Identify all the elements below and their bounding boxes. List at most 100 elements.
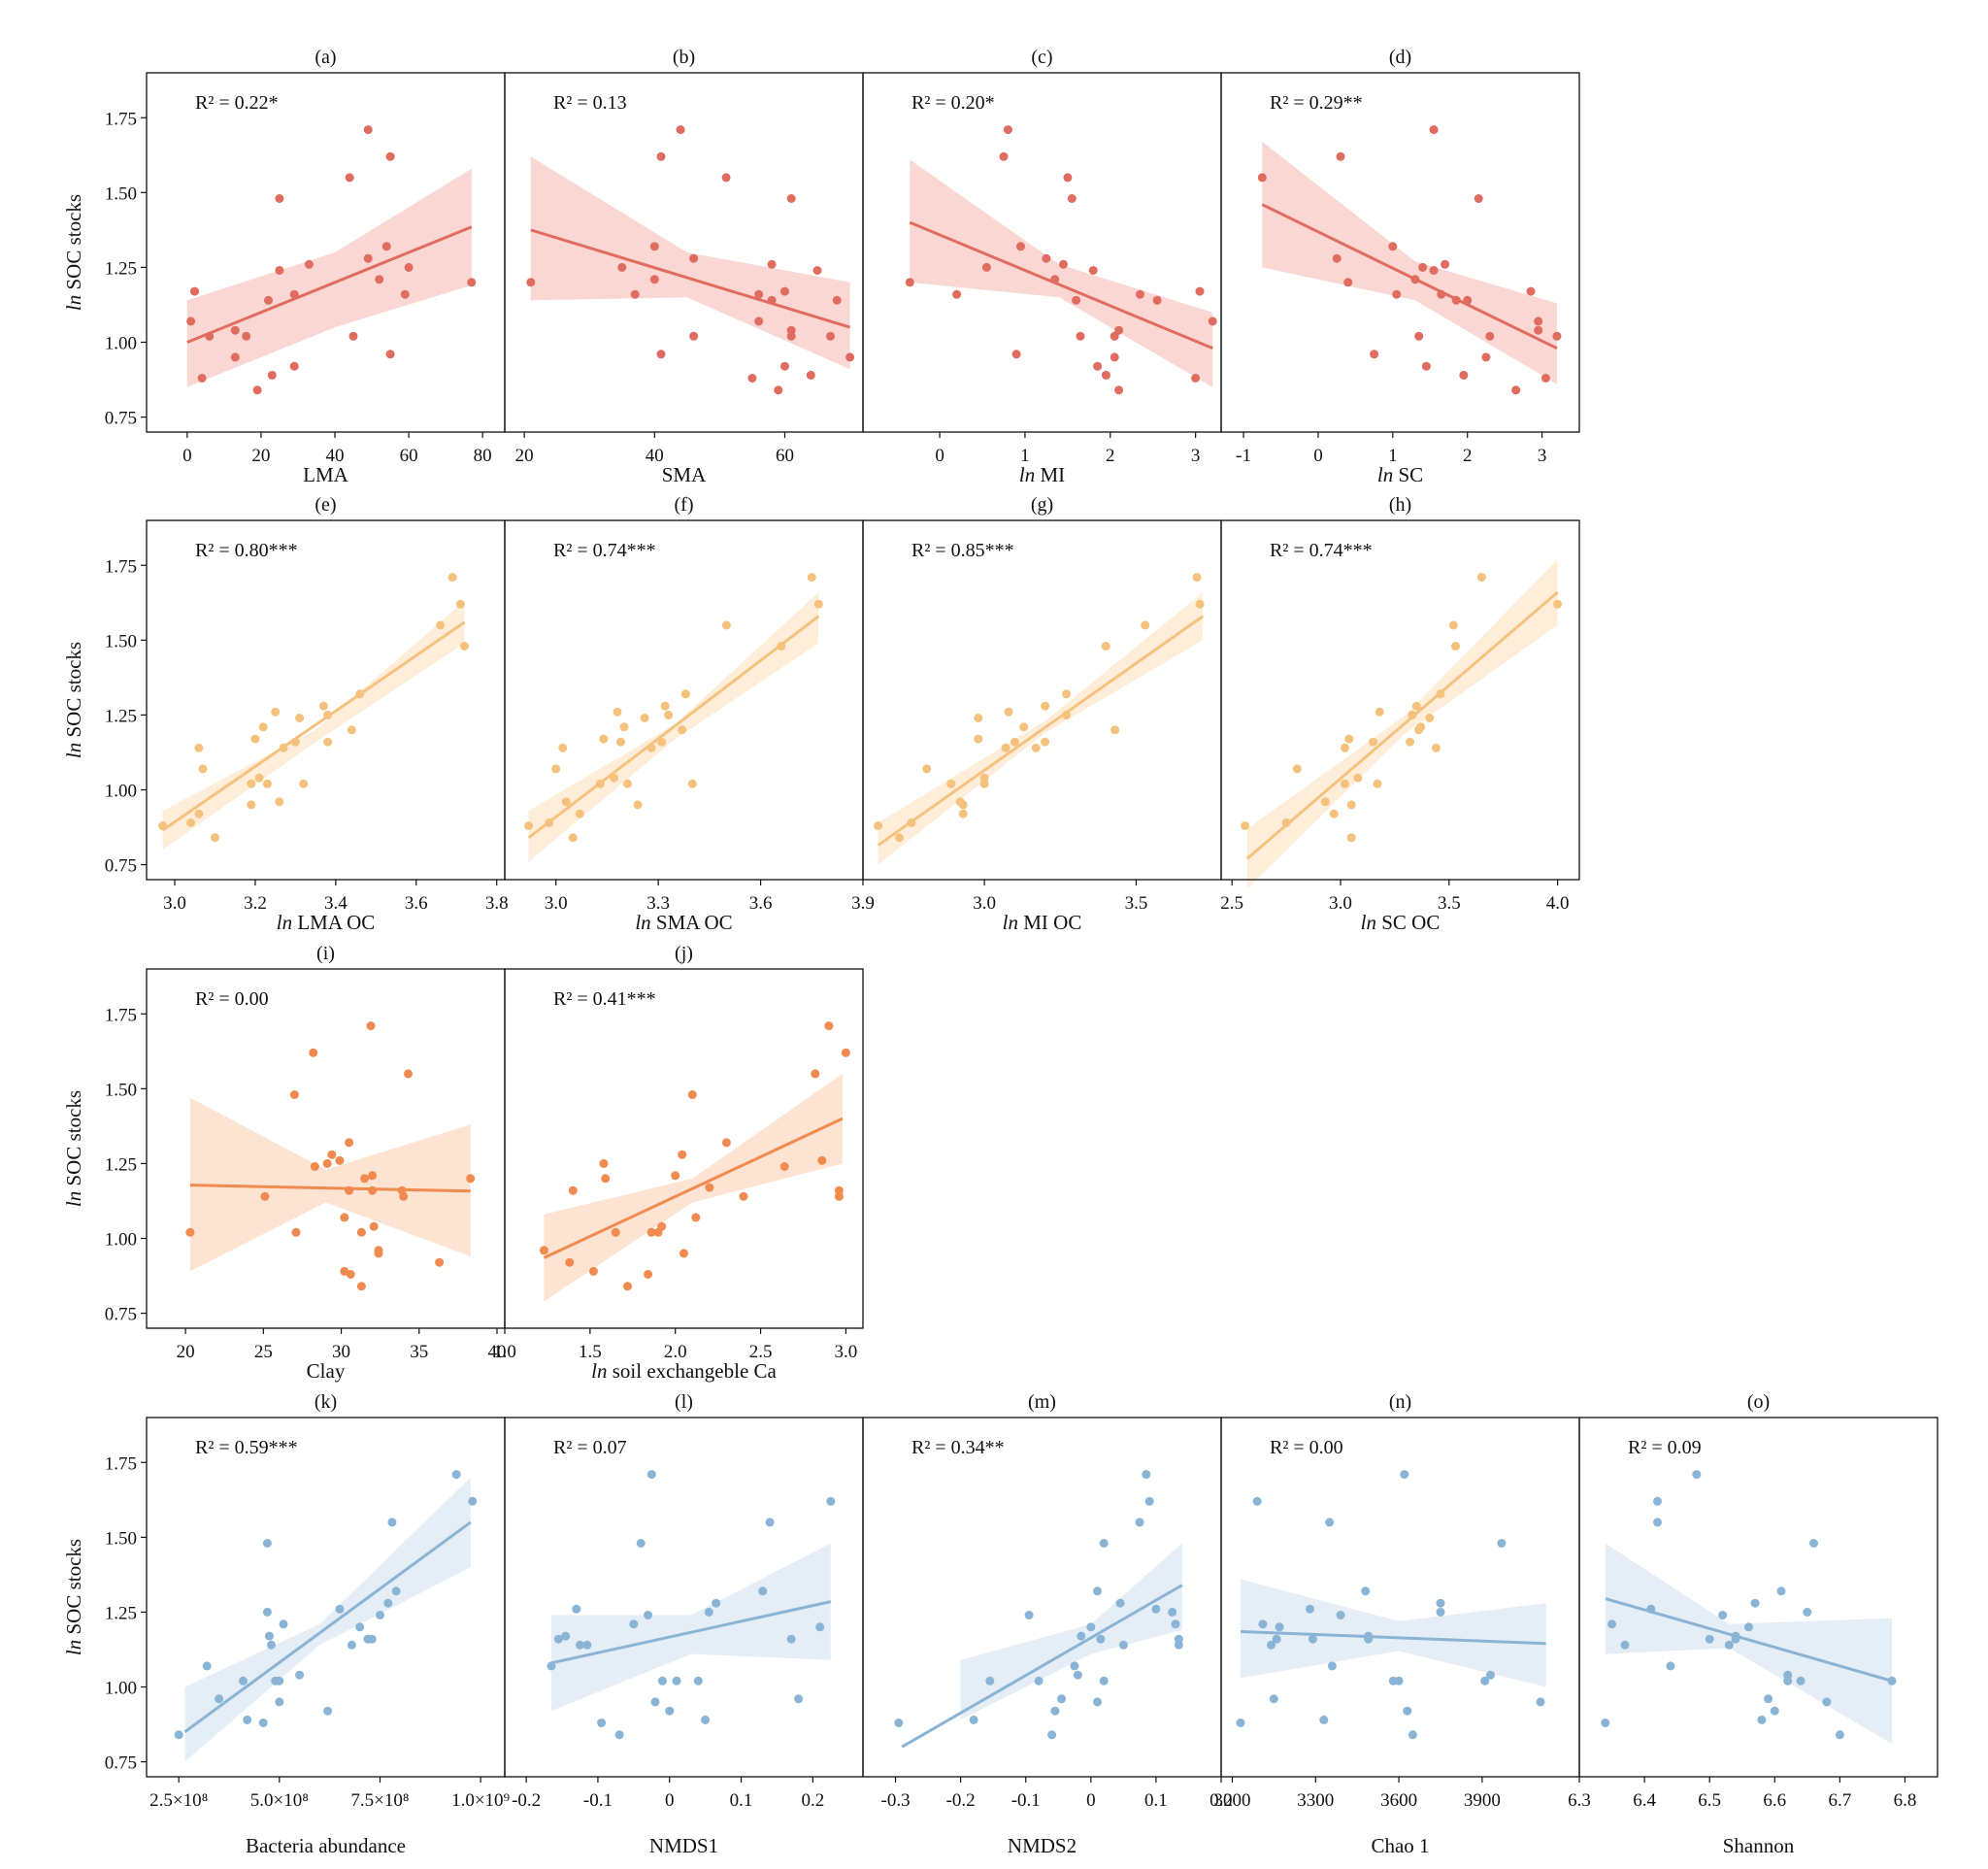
data-point (363, 125, 373, 135)
data-point (323, 710, 333, 719)
data-point (1076, 331, 1085, 341)
data-point (1267, 1640, 1276, 1650)
data-point (678, 1150, 687, 1159)
x-tick-label: 6.3 (1568, 1790, 1591, 1811)
data-point (1110, 352, 1119, 362)
data-point (832, 295, 842, 305)
data-point (701, 1715, 711, 1724)
data-point (1653, 1496, 1662, 1506)
data-point (999, 151, 1009, 161)
data-point (777, 642, 786, 651)
data-point (561, 1631, 571, 1641)
data-point (561, 797, 571, 807)
data-point (1059, 259, 1068, 269)
x-tick-label: 3.0 (835, 1342, 858, 1362)
panel-m: (m) R² = 0.34** -0.3 -0.2 -0.1 0 0.1 0.2 NMDS2 (862, 1391, 1233, 1857)
data-point (1783, 1670, 1793, 1680)
x-tick-label: 6.5 (1698, 1790, 1721, 1811)
data-point (1041, 701, 1050, 711)
x-axis-label: Clay (307, 1359, 346, 1383)
data-point (158, 821, 168, 830)
x-axis-label: Bacteria abundance (246, 1834, 406, 1857)
panel-g: (g) R² = 0.85*** 3.0 3.5 ln MI OC (862, 494, 1222, 934)
data-point (1319, 1715, 1329, 1724)
data-point (190, 286, 199, 296)
data-point (1063, 173, 1073, 183)
x-axis-label: NMDS1 (649, 1834, 718, 1857)
data-point (1526, 286, 1536, 296)
data-point (399, 1191, 409, 1201)
y-axis-label-main: SOC stocks (62, 194, 85, 295)
data-point (629, 1619, 639, 1629)
data-point (664, 710, 674, 719)
data-point (262, 1607, 272, 1617)
data-point (650, 1697, 660, 1707)
data-point (1485, 331, 1495, 341)
data-point (368, 1185, 378, 1195)
data-point (1552, 331, 1562, 341)
x-axis-label-main: LMA (303, 463, 349, 486)
data-point (1306, 1604, 1314, 1614)
data-point (952, 289, 962, 299)
data-point (1136, 289, 1144, 299)
y-axis-label: ln SOC stocks (62, 1090, 85, 1207)
data-point (1724, 1640, 1734, 1650)
data-point (1208, 317, 1217, 326)
data-point (369, 1221, 379, 1231)
data-point (1692, 1470, 1702, 1480)
panel-n: (n) R² = 0.00 3000 3300 3600 3900 Chao 1 (1213, 1391, 1580, 1857)
data-point (539, 1246, 548, 1255)
x-tick-label: 3.8 (485, 893, 509, 914)
data-point (299, 779, 309, 788)
x-tick-label: 20 (251, 446, 270, 466)
panel-j: (j) R² = 0.41*** 1.0 1.5 2.0 2.5 3.0 ln soil ex… (493, 943, 864, 1383)
data-point (1497, 1539, 1507, 1548)
x-axis-label: NMDS2 (1008, 1834, 1077, 1857)
data-point (704, 1607, 713, 1617)
data-point (610, 773, 618, 783)
data-point (1257, 173, 1267, 183)
plot-frame (1578, 1417, 1938, 1778)
panel-title: (h) (1389, 494, 1411, 516)
data-point (633, 800, 643, 810)
x-tick-label: 1 (1020, 446, 1030, 466)
data-point (1436, 1607, 1445, 1617)
data-point (1329, 809, 1339, 818)
x-axis-label: ln LMA OC (277, 911, 376, 934)
panel-title: (m) (1028, 1391, 1056, 1413)
data-point (646, 1227, 656, 1237)
data-point (1174, 1640, 1183, 1650)
y-tick-label: 1.25 (105, 258, 137, 279)
confidence-band (186, 168, 472, 387)
data-point (958, 800, 968, 810)
data-point (243, 1715, 252, 1724)
data-point (812, 266, 822, 275)
data-point (460, 642, 469, 651)
data-point (1425, 714, 1435, 722)
r2-annotation: R² = 0.59*** (195, 1437, 298, 1458)
data-point (1110, 725, 1120, 735)
data-point (558, 743, 568, 752)
data-point (1101, 370, 1110, 380)
data-point (599, 1158, 609, 1168)
x-axis-label: Shannon (1723, 1834, 1795, 1857)
data-point (1320, 797, 1330, 807)
data-point (290, 737, 300, 747)
data-point (576, 1640, 584, 1650)
data-point (981, 262, 991, 272)
data-point (679, 1249, 688, 1258)
data-point (202, 1661, 212, 1671)
data-point (568, 833, 578, 843)
x-tick-label: 3 (1538, 446, 1547, 466)
data-point (874, 821, 883, 830)
data-point (275, 266, 284, 275)
r2-annotation: R² = 0.80*** (195, 540, 298, 561)
data-point (1441, 259, 1450, 269)
x-tick-label: 2 (1106, 446, 1115, 466)
data-point (1541, 374, 1550, 383)
x-tick-label: 3.4 (324, 893, 348, 914)
x-tick-label: 0.1 (1144, 1790, 1168, 1811)
x-tick-label: 0 (665, 1790, 675, 1811)
data-point (553, 1634, 563, 1644)
data-point (260, 1191, 270, 1201)
